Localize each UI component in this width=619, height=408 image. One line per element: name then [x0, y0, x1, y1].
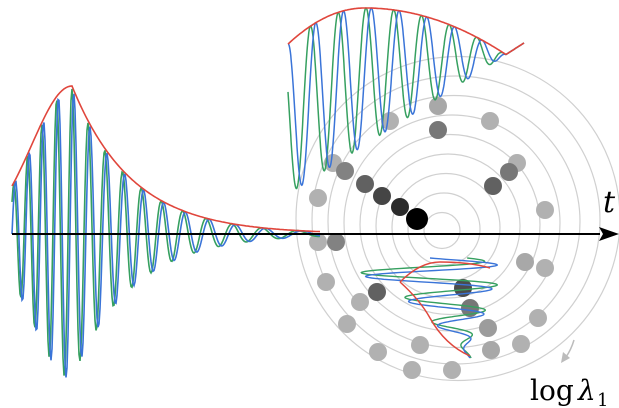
dot — [500, 163, 518, 181]
dot — [411, 336, 429, 354]
dot — [336, 162, 354, 180]
dot — [529, 309, 547, 327]
dot — [536, 259, 554, 277]
dot — [373, 187, 391, 205]
ring — [407, 192, 481, 266]
wavelet-left — [11, 85, 321, 378]
dot — [443, 361, 461, 379]
dot — [406, 208, 428, 230]
ring — [423, 211, 461, 250]
ring — [327, 94, 581, 349]
dot — [429, 121, 447, 139]
arrow-right-icon — [599, 227, 619, 241]
arrow-down-left-icon — [561, 339, 575, 363]
dot — [368, 283, 386, 301]
dot — [327, 233, 345, 251]
dot-spiral — [309, 97, 554, 379]
ring — [375, 153, 521, 299]
log-label: log — [530, 374, 574, 407]
dot — [309, 189, 327, 207]
wavelet-top — [287, 7, 525, 190]
time-axis-label: t — [603, 185, 616, 220]
dot — [369, 343, 387, 361]
dot — [403, 361, 421, 379]
dot — [429, 97, 447, 115]
dot — [536, 201, 554, 219]
ring — [295, 55, 619, 382]
dot — [338, 315, 356, 333]
dot — [454, 279, 472, 297]
wavelet-bottom-blue — [364, 257, 499, 359]
ring — [359, 133, 541, 316]
wavelet-left-envelope — [11, 85, 321, 233]
ring — [391, 172, 501, 283]
dot — [351, 293, 369, 311]
dot — [391, 198, 409, 216]
dot — [516, 253, 534, 271]
dot — [479, 319, 497, 337]
wavelet-top-envelope — [287, 7, 525, 56]
concentric-rings — [295, 55, 619, 382]
wavelet-left-green — [11, 88, 321, 376]
dot — [461, 299, 479, 317]
wavelet-left-blue — [11, 93, 321, 378]
dot — [512, 335, 530, 353]
dot — [484, 177, 502, 195]
dot — [482, 341, 500, 359]
lambda-label: λ — [577, 374, 596, 407]
dot — [309, 233, 327, 251]
wavelet-top-blue — [287, 7, 525, 187]
dot — [356, 175, 374, 193]
dot — [317, 273, 335, 291]
dot — [481, 112, 499, 130]
wavelet-bottom — [360, 257, 499, 359]
lambda-subscript: 1 — [597, 390, 608, 408]
dot — [381, 112, 399, 130]
wavelet-bottom-envelope — [399, 261, 491, 357]
